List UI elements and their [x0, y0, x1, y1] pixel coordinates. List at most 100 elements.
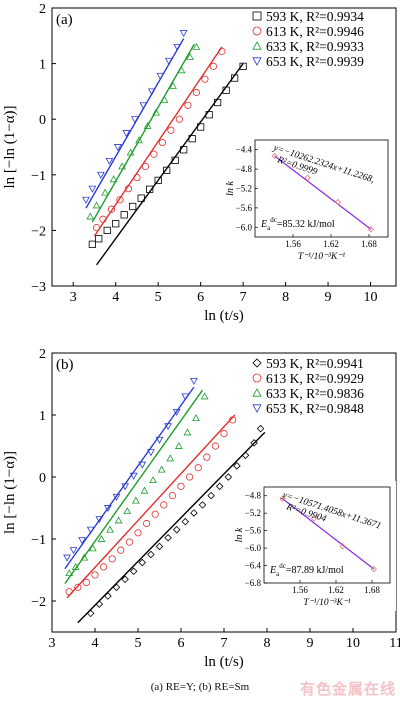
data-point [166, 454, 175, 462]
data-point [139, 102, 148, 110]
fit-line [93, 46, 223, 237]
data-point [164, 533, 172, 542]
inset-y-tick-label: −6.8 [245, 578, 262, 588]
data-point [134, 529, 142, 537]
x-tick-label: 4 [112, 290, 119, 305]
data-point [130, 116, 139, 124]
data-point [121, 483, 129, 491]
data-point [114, 516, 123, 524]
data-point [252, 404, 262, 413]
data-point [100, 563, 108, 571]
series-3 [63, 377, 198, 570]
x-tick-label: 4 [92, 636, 99, 651]
y-tick-label: −1 [31, 169, 46, 184]
fit-line [91, 43, 195, 223]
data-point [171, 156, 179, 164]
y-axis-label: ln [−ln (1−α)] [2, 105, 18, 188]
data-point [137, 194, 145, 202]
x-tick-label: 9 [325, 290, 332, 305]
data-point [146, 185, 154, 193]
inset-y-tick-label: −6.4 [245, 561, 262, 571]
inset-x-tick-label: 1.62 [323, 239, 339, 249]
data-point [168, 491, 176, 500]
inset-y-tick-label: −5.2 [245, 508, 261, 518]
legend-label: 653 K, R²=0.9939 [266, 54, 364, 69]
data-point [222, 86, 230, 94]
data-point [181, 393, 190, 401]
data-point [192, 414, 200, 422]
y-tick-label: −2 [31, 224, 46, 239]
data-point [91, 571, 99, 579]
inset-y-tick-label: −6.0 [245, 543, 262, 553]
data-point [179, 30, 188, 38]
data-point [109, 175, 118, 183]
x-tick-label: 3 [49, 636, 56, 651]
data-point [218, 47, 226, 55]
data-point [112, 493, 121, 501]
data-point [101, 188, 109, 196]
data-point [194, 464, 202, 472]
data-point [190, 509, 198, 517]
inset-data-point [334, 198, 342, 206]
data-point [229, 416, 237, 424]
inset-frame [263, 486, 391, 584]
data-point [124, 185, 133, 193]
data-point [118, 162, 126, 170]
fit-line [66, 414, 236, 599]
x-tick-label: 10 [364, 290, 378, 305]
data-point [129, 202, 137, 211]
data-point [147, 550, 155, 559]
data-point [103, 226, 111, 234]
fit-line [77, 431, 266, 624]
series-2 [86, 42, 201, 223]
data-point [160, 95, 169, 103]
data-point [125, 538, 133, 546]
inset-data-point [271, 152, 278, 160]
data-point [129, 472, 138, 480]
data-point [209, 62, 217, 70]
chart-panel-a: 3 4 5 6 7 8 9 10 −3 −2 −1 0 1 2 ln (t/s) ln [−ln (1−α)]… [2, 2, 397, 324]
panel-label: (b) [56, 357, 74, 373]
data-point [163, 166, 171, 174]
figure-caption: (a) RE=Y; (b) RE=Sm [150, 681, 250, 693]
data-point [65, 588, 73, 596]
watermark: 有色金属在线 [299, 680, 396, 698]
data-point [256, 424, 265, 433]
inset-y-tick-label: −4.8 [245, 491, 262, 501]
y-tick-label: 2 [39, 347, 46, 362]
legend-entry: 593 K, R²=0.9934 [252, 9, 364, 24]
legend-label: 653 K, R²=0.9848 [266, 401, 364, 416]
legend-label: 633 K, R²=0.9836 [266, 386, 364, 401]
data-point [252, 373, 262, 383]
panel-label: (a) [56, 12, 73, 28]
data-point [122, 130, 131, 138]
data-point [197, 123, 205, 131]
data-point [172, 525, 181, 534]
x-tick-label: 6 [178, 636, 185, 651]
inset-y-tick-label: −5.6 [236, 203, 253, 213]
data-point [92, 224, 101, 232]
inset-data-point [279, 495, 286, 502]
data-point [95, 516, 104, 524]
inset-data-point [304, 174, 311, 181]
inset-x-axis-label: T⁻¹/10⁻³K⁻¹ [303, 598, 350, 608]
data-point [147, 449, 155, 457]
x-tick-label: 7 [240, 290, 247, 305]
data-point [82, 196, 90, 204]
data-point [150, 150, 158, 158]
data-point [138, 461, 147, 469]
inset-y-tick-label: −5.2 [236, 184, 252, 194]
data-point [147, 88, 156, 96]
plot-frame [51, 7, 397, 287]
x-axis-label: ln (t/s) [204, 654, 244, 670]
data-point [152, 108, 160, 116]
data-point [113, 144, 122, 152]
data-point [188, 135, 196, 143]
data-point [156, 72, 165, 80]
data-point [183, 428, 192, 436]
data-point [252, 26, 262, 36]
inset-data-point [310, 515, 317, 522]
data-point [141, 162, 150, 171]
y-tick-label: 2 [39, 2, 46, 17]
data-point [252, 41, 262, 50]
